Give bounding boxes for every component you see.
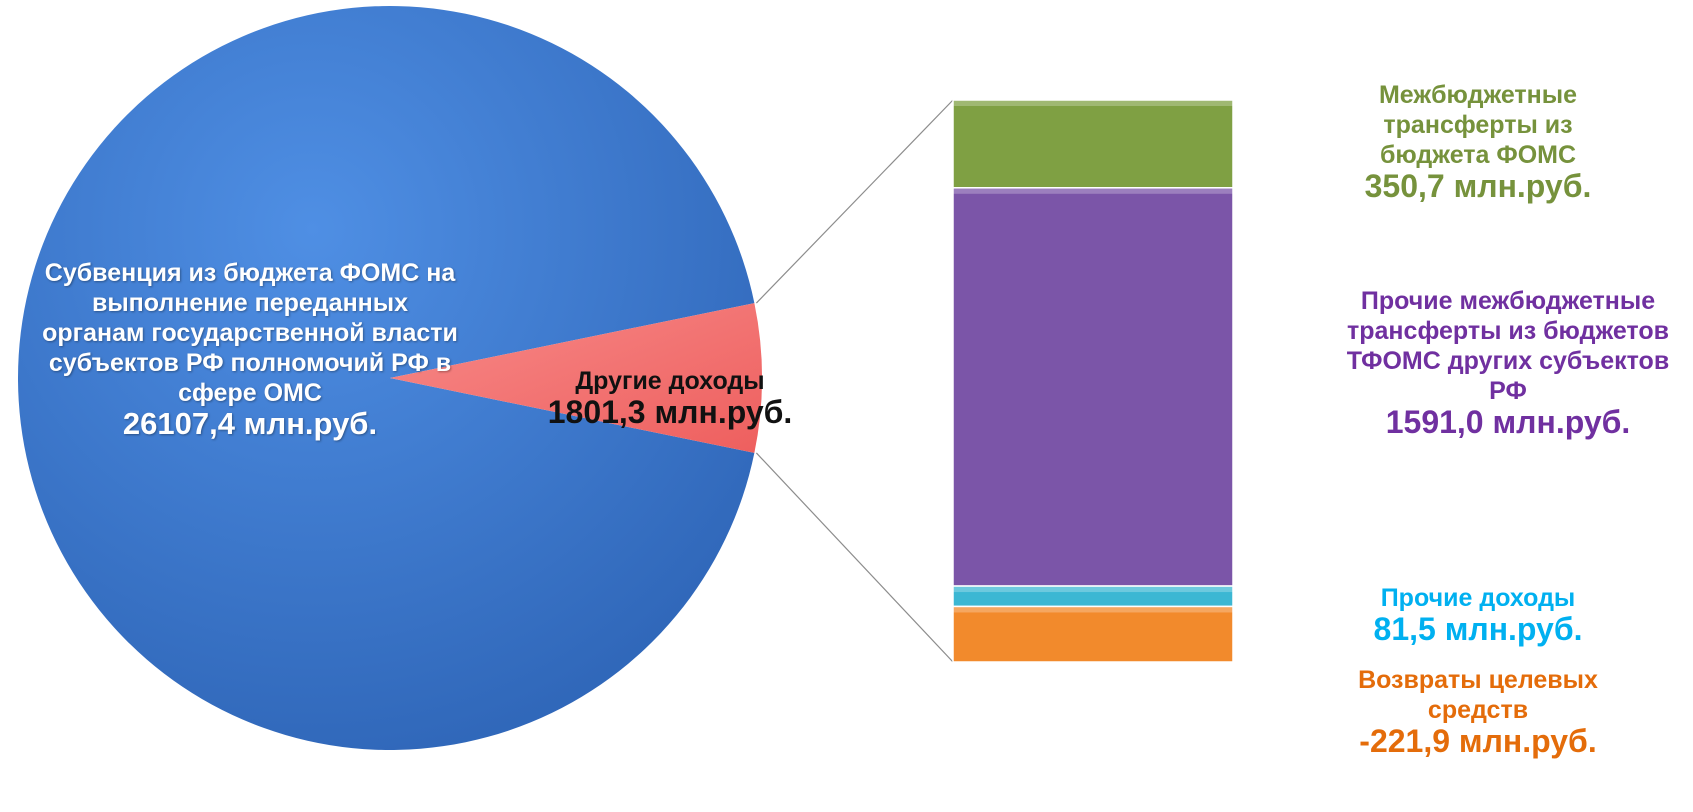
pie-slice-subvention — [18, 5, 755, 750]
pie-to-bar-connectors — [755, 99, 954, 663]
bar-segment-transfers-foms-highlight — [953, 100, 1233, 106]
bar-segment-label-other-income: Прочие доходы 81,5 млн.руб. — [1328, 583, 1628, 647]
pie-slice-label-subvention: Субвенция из бюджета ФОМС на выполнение … — [40, 258, 460, 441]
segment-value-text: -221,9 млн.руб. — [1359, 723, 1597, 759]
slice-value-text: 26107,4 млн.руб. — [122, 406, 378, 441]
segment-value-text: 350,7 млн.руб. — [1364, 168, 1592, 204]
segment-label-text: Межбюджетные трансферты из бюджета ФОМС — [1378, 81, 1578, 169]
bar-segment-transfers-foms — [952, 99, 1234, 189]
connector-line-top — [755, 99, 954, 304]
slice-value-text: 1801,3 млн.руб. — [547, 394, 793, 430]
bar-segment-transfers-tfoms — [952, 187, 1234, 587]
bar-segment-transfers-tfoms-highlight — [953, 187, 1233, 194]
pie-chart — [18, 5, 762, 750]
segment-value-text: 81,5 млн.руб. — [1373, 611, 1583, 647]
bar-segment-refunds-highlight — [953, 606, 1233, 613]
segment-label-text: Возвраты целевых средств — [1358, 666, 1598, 724]
slice-label-text: Субвенция из бюджета ФОМС на выполнение … — [42, 259, 458, 407]
bar-segment-label-transfers-tfoms: Прочие межбюджетные трансферты из бюджет… — [1328, 286, 1688, 440]
segment-label-text: Прочие доходы — [1380, 584, 1576, 612]
stacked-bar-chart — [952, 99, 1234, 663]
connector-line-bottom — [755, 452, 954, 663]
bar-segment-refunds — [952, 605, 1234, 663]
bar-segment-label-refunds: Возвраты целевых средств -221,9 млн.руб. — [1328, 665, 1628, 759]
segment-label-text: Прочие межбюджетные трансферты из бюджет… — [1346, 287, 1670, 405]
bar-segment-label-transfers-foms: Межбюджетные трансферты из бюджета ФОМС … — [1328, 80, 1628, 204]
segment-value-text: 1591,0 млн.руб. — [1385, 404, 1631, 440]
slice-label-text: Другие доходы — [575, 367, 765, 395]
pie-slice-other-income — [390, 303, 762, 453]
bar-segment-other-income-highlight — [953, 586, 1233, 593]
pie-slice-label-other-income: Другие доходы 1801,3 млн.руб. — [520, 366, 820, 430]
